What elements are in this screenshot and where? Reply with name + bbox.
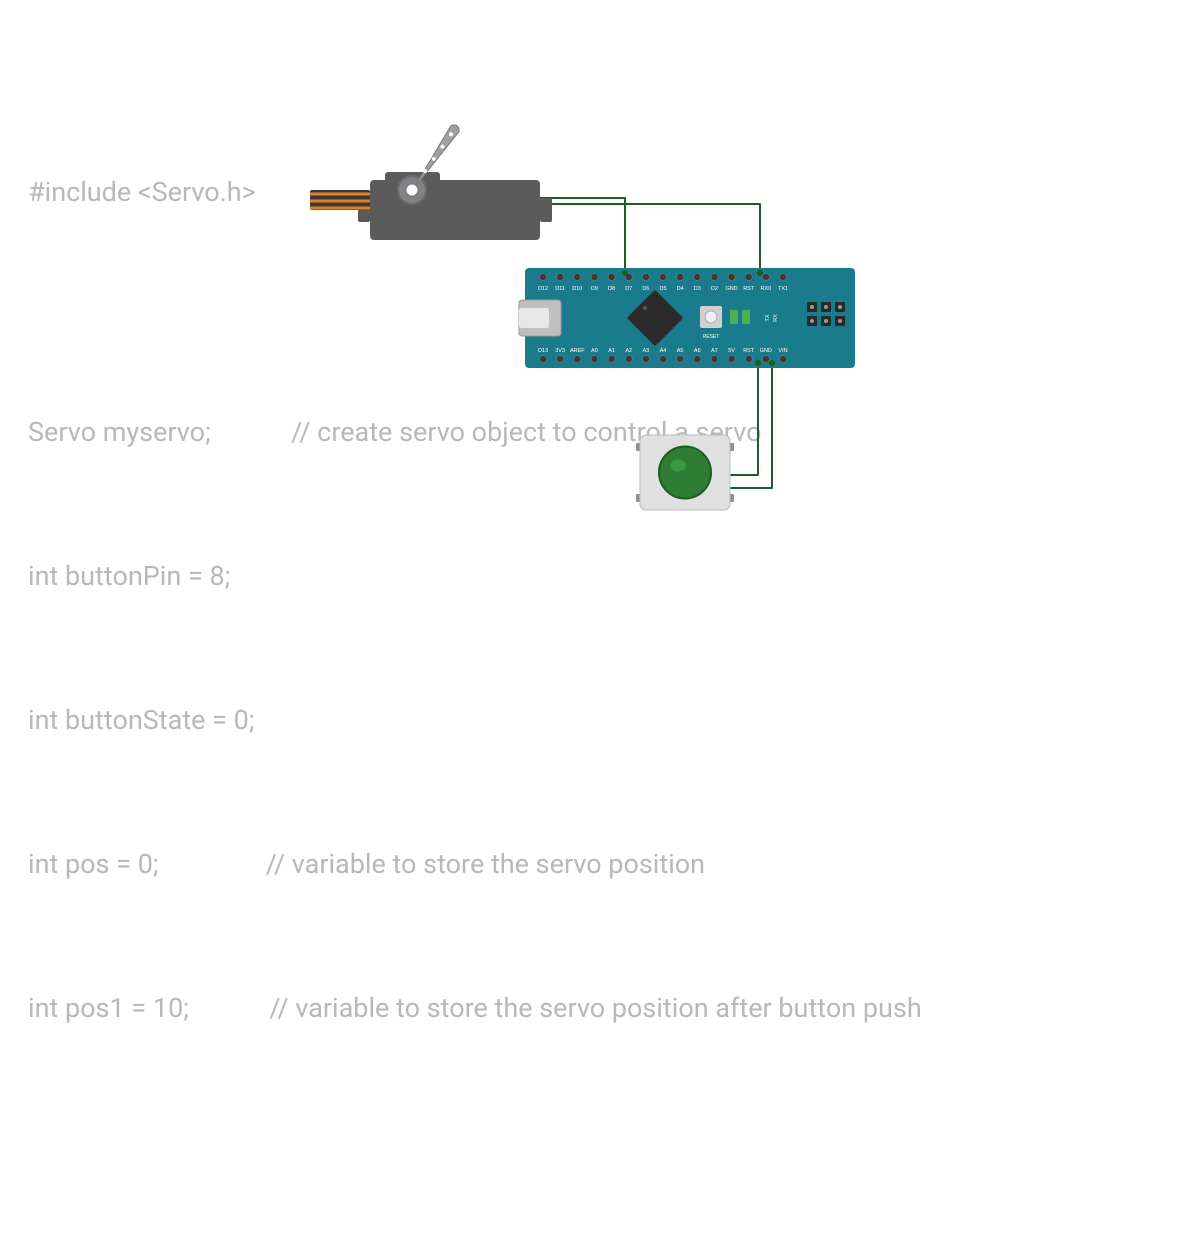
svg-text:TX: TX <box>765 314 771 321</box>
arduino-nano: D12 D11 D10 D9 D8 D7 D6 D5 D4 D3 D2 GND RST RX0 TX1 D13… <box>519 268 855 368</box>
push-button <box>636 435 734 510</box>
svg-text:D7: D7 <box>625 286 632 292</box>
svg-text:D11: D11 <box>555 286 565 292</box>
code-line: int pos1 = 10; // variable to store the … <box>28 984 922 1032</box>
svg-text:A3: A3 <box>642 348 649 354</box>
code-line: int pos = 0; // variable to store the se… <box>28 840 922 888</box>
svg-text:A1: A1 <box>608 348 615 354</box>
svg-text:RST: RST <box>743 348 755 354</box>
svg-text:D13: D13 <box>538 348 548 354</box>
svg-text:A6: A6 <box>694 348 701 354</box>
svg-text:A5: A5 <box>677 348 684 354</box>
svg-text:D9: D9 <box>591 286 598 292</box>
svg-text:GND: GND <box>760 348 772 354</box>
servo-motor <box>310 122 552 240</box>
svg-text:RX: RX <box>773 314 779 322</box>
svg-text:RESET: RESET <box>703 334 720 340</box>
svg-text:TX1: TX1 <box>778 286 788 292</box>
svg-text:GND: GND <box>725 286 737 292</box>
svg-text:RST: RST <box>743 286 755 292</box>
svg-text:D3: D3 <box>694 286 701 292</box>
code-line: int buttonState = 0; <box>28 696 922 744</box>
svg-text:D12: D12 <box>538 286 548 292</box>
svg-text:RX0: RX0 <box>761 286 772 292</box>
svg-text:D5: D5 <box>659 286 666 292</box>
svg-text:A2: A2 <box>625 348 632 354</box>
svg-text:A0: A0 <box>591 348 598 354</box>
svg-text:AREF: AREF <box>570 348 585 354</box>
svg-text:A4: A4 <box>660 348 667 354</box>
svg-text:3V3: 3V3 <box>555 348 565 354</box>
svg-text:A7: A7 <box>711 348 718 354</box>
svg-text:5V: 5V <box>728 348 735 354</box>
svg-text:VIN: VIN <box>778 348 787 354</box>
svg-text:D6: D6 <box>642 286 649 292</box>
svg-text:D2: D2 <box>711 286 718 292</box>
svg-text:D10: D10 <box>572 286 582 292</box>
circuit-diagram: D12 D11 D10 D9 D8 D7 D6 D5 D4 D3 D2 GND RST RX0 TX1 D13… <box>0 0 1200 630</box>
svg-text:D8: D8 <box>608 286 615 292</box>
svg-text:D4: D4 <box>677 286 684 292</box>
